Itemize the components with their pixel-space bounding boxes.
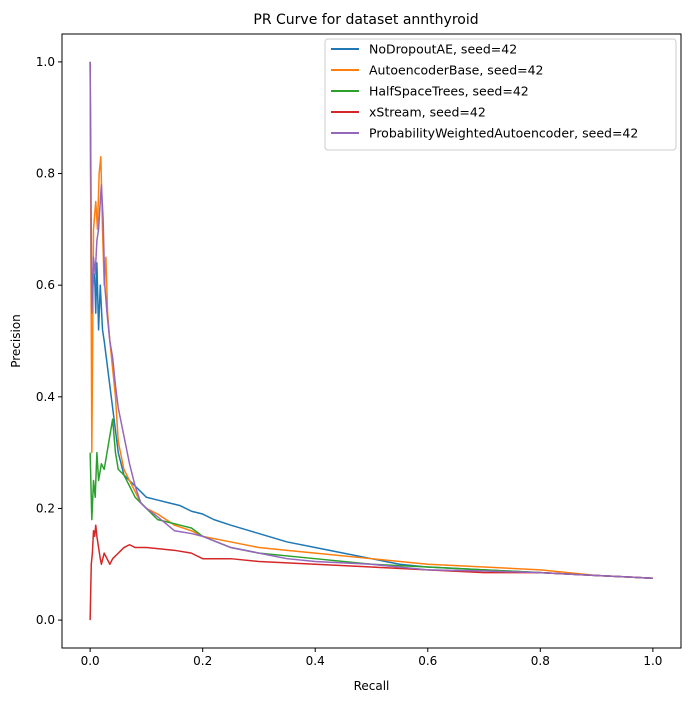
y-tick-label: 0.4 (36, 390, 55, 404)
y-tick-label: 0.6 (36, 278, 55, 292)
legend-label-2: HalfSpaceTrees, seed=42 (369, 84, 529, 99)
series-line-0 (89, 61, 653, 579)
x-tick-label: 0.0 (81, 654, 100, 668)
x-tick-label: 0.4 (306, 654, 325, 668)
y-tick-label: 1.0 (36, 55, 55, 69)
legend-label-3: xStream, seed=42 (369, 105, 486, 120)
y-axis-label: Precision (9, 314, 23, 368)
x-tick-label: 0.8 (531, 654, 550, 668)
series-line-4 (89, 61, 653, 579)
x-tick-label: 1.0 (643, 654, 662, 668)
legend-label-0: NoDropoutAE, seed=42 (369, 42, 517, 57)
y-tick-label: 0.2 (36, 501, 55, 515)
x-tick-label: 0.2 (193, 654, 212, 668)
chart-title: PR Curve for dataset annthyroid (253, 12, 478, 28)
y-tick-label: 0.8 (36, 167, 55, 181)
x-tick-label: 0.6 (418, 654, 437, 668)
series-layer (89, 61, 653, 621)
legend-label-4: ProbabilityWeightedAutoencoder, seed=42 (369, 126, 638, 141)
y-tick-label: 0.0 (36, 613, 55, 627)
axis-ticks: 0.0 0.2 0.4 0.6 0.8 1.0 0.0 0.2 0.4 0.6 0.8 1.0 (36, 55, 663, 668)
series-line-2 (89, 418, 653, 579)
legend: NoDropoutAE, seed=42 AutoencoderBase, see… (324, 38, 677, 151)
legend-box (324, 38, 677, 151)
x-axis-label: Recall (354, 679, 390, 693)
legend-label-1: AutoencoderBase, seed=42 (369, 63, 544, 78)
series-line-1 (89, 61, 653, 579)
series-line-3 (89, 524, 653, 621)
plot-frame (61, 33, 682, 649)
